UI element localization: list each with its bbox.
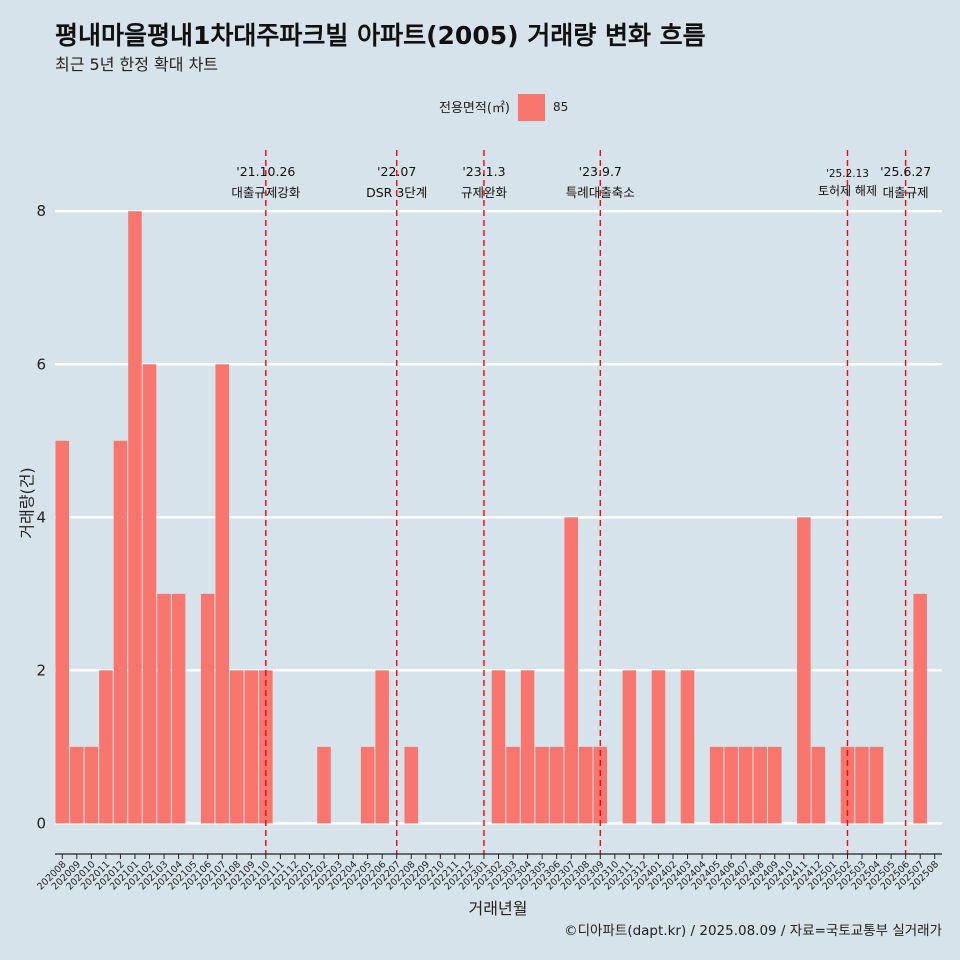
event-lines xyxy=(265,150,907,854)
y-axis-ticks: 0 2 4 6 8 xyxy=(36,202,46,832)
y-tick-label: 2 xyxy=(36,661,46,679)
bar-202104 xyxy=(171,593,186,824)
x-axis-ticks: 2020082020092020102020112020122021012021… xyxy=(35,854,941,893)
bar-202409 xyxy=(768,746,782,824)
bar-202411 xyxy=(797,517,811,824)
event-annotation: '25.6.27 대출규제 xyxy=(880,164,931,200)
event-date-label: '25.6.27 xyxy=(880,164,931,179)
bar-202205 xyxy=(360,746,375,824)
event-date-label: '23.1.3 xyxy=(462,164,505,179)
event-annotation: '22.07 DSR 3단계 xyxy=(366,164,427,200)
bar-202311 xyxy=(622,670,637,824)
bar-202304 xyxy=(520,670,535,824)
event-label: 특례대출축소 xyxy=(566,185,635,200)
bar-202102 xyxy=(142,364,157,824)
event-label: 대출규제 xyxy=(883,185,929,200)
event-annotation: '21.10.26 대출규제강화 xyxy=(231,164,301,200)
bar-202504 xyxy=(869,746,884,824)
bar-202206 xyxy=(375,670,389,824)
bar-202503 xyxy=(855,746,869,824)
event-label: 토허제 해제 xyxy=(818,184,877,198)
y-tick-label: 4 xyxy=(36,508,46,526)
event-date-label: '21.10.26 xyxy=(236,164,295,179)
bar-202303 xyxy=(506,746,520,824)
chart-subtitle: 최근 5년 한정 확대 차트 xyxy=(55,55,218,74)
bar-202305 xyxy=(535,746,549,824)
bar-202408 xyxy=(753,746,767,824)
bar-202412 xyxy=(811,746,826,824)
bar-202507 xyxy=(913,593,927,824)
event-date-label: '25.2.13 xyxy=(826,168,869,180)
bar-202307 xyxy=(564,517,578,824)
legend-label: 85 xyxy=(553,100,568,114)
event-annotations: '21.10.26 대출규제강화 '22.07 DSR 3단계 '23.1.3 … xyxy=(231,164,931,200)
event-label: 대출규제강화 xyxy=(231,185,301,200)
event-date-label: '23.9.7 xyxy=(579,164,622,179)
bar-202110 xyxy=(259,670,273,824)
legend-key xyxy=(518,94,545,121)
bar-202008 xyxy=(55,440,70,824)
x-axis-title: 거래년월 xyxy=(469,899,528,918)
bar-202406 xyxy=(724,746,738,824)
chart-caption: ©디아파트(dapt.kr) / 2025.08.09 / 자료=국토교통부 실… xyxy=(564,923,942,939)
y-tick-label: 8 xyxy=(36,202,46,220)
bar-202405 xyxy=(709,746,724,824)
bar-202010 xyxy=(84,746,99,824)
event-label: DSR 3단계 xyxy=(366,185,427,200)
bar-202302 xyxy=(491,670,506,824)
event-label: 규제완화 xyxy=(461,185,508,200)
y-tick-label: 6 xyxy=(36,355,46,373)
event-annotation: '25.2.13 토허제 해제 xyxy=(818,168,877,198)
bar-202012 xyxy=(113,440,128,824)
bar-202009 xyxy=(70,746,84,824)
chart-title: 평내마을평내1차대주파크빌 아파트(2005) 거래량 변화 흐름 xyxy=(55,21,706,50)
bar-202306 xyxy=(549,746,564,824)
event-annotation: '23.9.7 특례대출축소 xyxy=(566,164,635,200)
bar-202407 xyxy=(738,746,753,824)
bar-202011 xyxy=(99,670,113,824)
legend: 전용면적(㎡) 85 xyxy=(439,94,568,121)
bar-202308 xyxy=(578,746,593,824)
bar-202101 xyxy=(128,211,142,824)
bar-202107 xyxy=(215,364,229,824)
bar-202208 xyxy=(404,746,419,824)
y-tick-label: 0 xyxy=(36,814,46,832)
bar-202106 xyxy=(200,593,215,824)
event-date-label: '22.07 xyxy=(377,164,416,179)
bar-202401 xyxy=(651,670,666,824)
event-annotation: '23.1.3 규제완화 xyxy=(461,164,508,200)
bar-202103 xyxy=(157,593,171,824)
bar-202109 xyxy=(244,670,259,824)
y-axis-title: 거래량(건) xyxy=(18,467,37,538)
bar-202108 xyxy=(230,670,244,824)
legend-title: 전용면적(㎡) xyxy=(439,101,510,116)
bar-202202 xyxy=(317,746,331,824)
bar-202403 xyxy=(680,670,695,824)
